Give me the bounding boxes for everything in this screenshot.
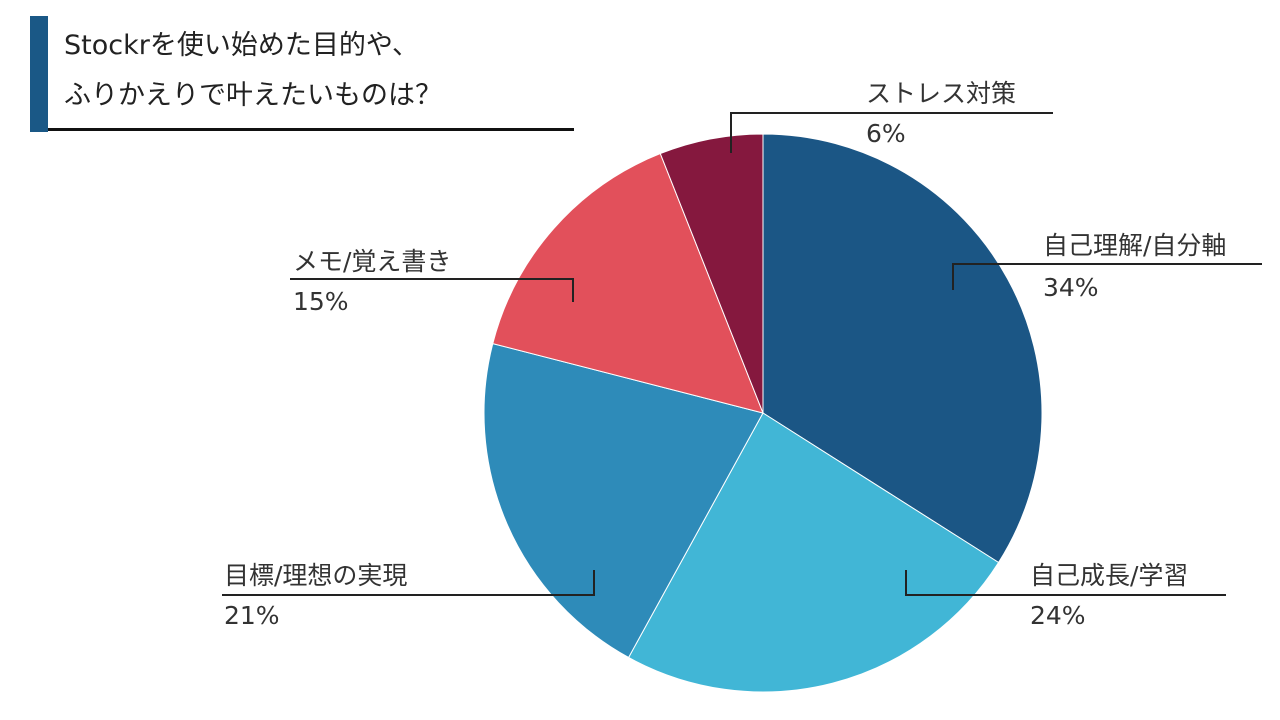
slice-label-value-2: 24%: [1030, 601, 1086, 630]
leader-line-2: [905, 570, 1226, 596]
leader-line-5: [730, 112, 1053, 153]
title-accent-bar: [30, 16, 48, 132]
slice-label-name-5: ストレス対策: [866, 79, 1016, 108]
pie-slice-3: [483, 343, 764, 659]
pie-slice-2: [627, 412, 1000, 693]
title-block: Stockrを使い始めた目的や、 ふりかえりで叶えたいものは？: [30, 16, 574, 132]
leader-line-3: [222, 570, 595, 596]
leader-lines: [222, 112, 1262, 596]
slice-label-name-2: 自己成長/学習: [1030, 561, 1188, 590]
slice-label-value-4: 15%: [293, 287, 349, 316]
pie-slices: [483, 133, 1043, 693]
pie-slice-1: [762, 133, 1043, 564]
pie-slice-4: [492, 152, 764, 414]
pie-slice-5: [659, 133, 764, 414]
slice-label-name-1: 自己理解/自分軸: [1043, 231, 1226, 260]
slice-label-value-3: 21%: [224, 601, 280, 630]
leader-line-4: [290, 278, 574, 302]
slice-label-value-1: 34%: [1043, 273, 1099, 302]
slice-labels: 自己理解/自分軸 34% 自己成長/学習 24% 目標/理想の実現 21% メモ/覚え書き 1…: [224, 79, 1226, 630]
title-underline: [48, 128, 574, 131]
chart-title-line-1: Stockrを使い始めた目的や、: [64, 30, 420, 61]
chart-title-line-2: ふりかえりで叶えたいものは？: [64, 80, 442, 111]
leader-line-1: [952, 263, 1262, 290]
slice-label-name-3: 目標/理想の実現: [224, 561, 407, 590]
slice-label-value-5: 6%: [866, 119, 906, 148]
slice-label-name-4: メモ/覚え書き: [293, 247, 451, 276]
